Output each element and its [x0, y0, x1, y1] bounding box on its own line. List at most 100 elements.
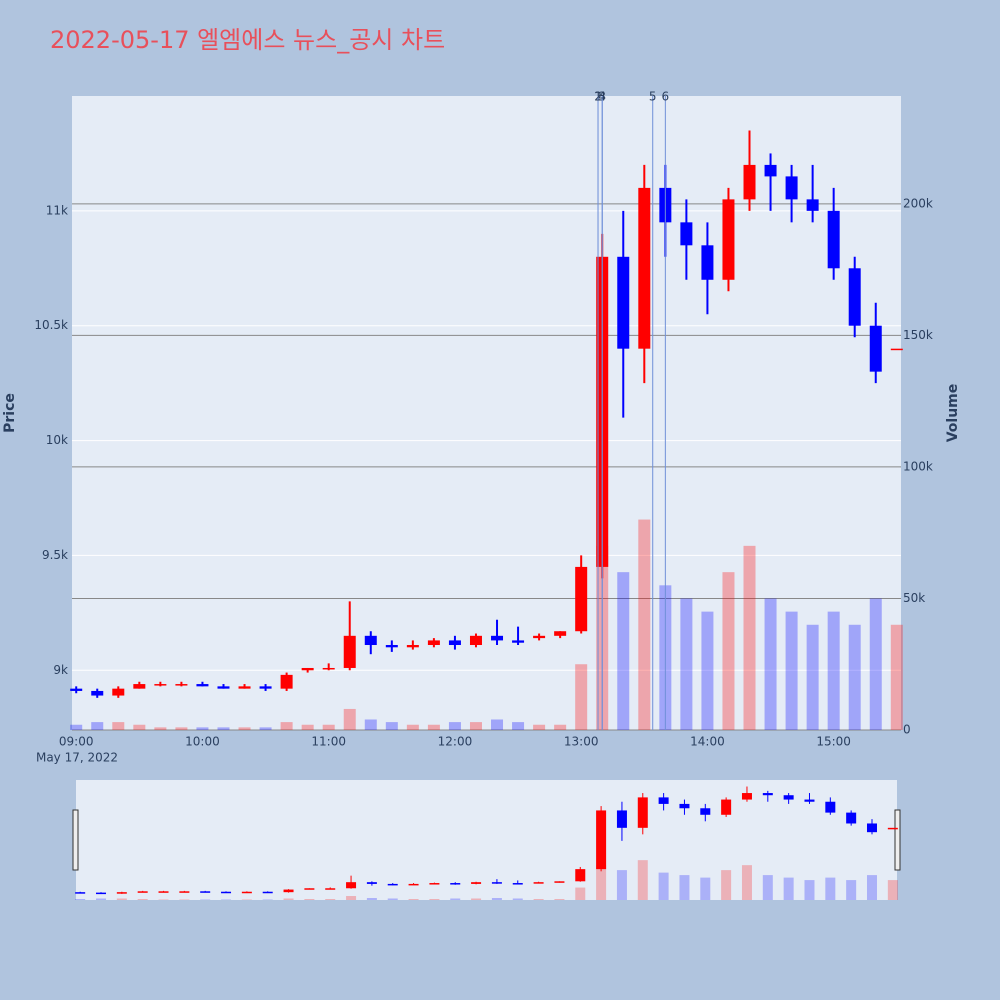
volume-bar [448, 722, 461, 730]
volume-bar [259, 727, 272, 730]
volume-bar [301, 724, 314, 730]
volume-bar [364, 719, 377, 730]
range-slider[interactable] [76, 780, 897, 900]
y2-tick-label: 200k [903, 196, 933, 210]
candle-body [637, 797, 648, 828]
candle-body [804, 799, 815, 802]
volume-bar [533, 724, 546, 730]
news-label: 4 [598, 90, 606, 104]
volume-bar [785, 611, 798, 730]
volume-bar [554, 724, 567, 730]
volume-bar [783, 877, 794, 900]
candle-body [154, 684, 167, 686]
candle-body [70, 688, 83, 691]
volume-bar [743, 545, 756, 730]
volume-bar [450, 898, 461, 900]
y2-tick-label: 50k [903, 591, 925, 605]
candle-body [217, 686, 230, 689]
candle-body [91, 690, 104, 696]
candle-body [616, 810, 627, 828]
candle-body [764, 164, 777, 177]
volume-bar [887, 880, 898, 900]
candle-body [721, 799, 732, 815]
volume-bar [280, 722, 293, 730]
x-tick-label: 09:00 [59, 735, 94, 749]
candle-body [848, 268, 861, 326]
candle-body [429, 883, 440, 885]
candle-body [427, 640, 440, 646]
candle-body [679, 803, 690, 809]
candle-body [112, 688, 125, 696]
volume-bar [304, 899, 315, 900]
candle-body [158, 891, 169, 893]
candle-body [658, 797, 669, 804]
volume-bar [701, 611, 714, 730]
candle-body [783, 795, 794, 800]
volume-bar [175, 727, 188, 730]
volume-bar [806, 624, 819, 730]
volume-bar [679, 875, 690, 900]
volume-bar [512, 898, 523, 900]
candle-body [743, 164, 756, 200]
volume-bar [533, 899, 544, 900]
candle-body [241, 891, 252, 894]
candle-body [259, 686, 272, 689]
candle-body [304, 888, 315, 890]
volume-bar [638, 519, 651, 730]
y-axis-title: Price [2, 393, 18, 433]
candle-body [448, 640, 461, 646]
candle-body [596, 810, 607, 870]
volume-bar [387, 898, 398, 900]
volume-bar [322, 724, 335, 730]
candle-body [575, 566, 588, 632]
volume-bar [596, 865, 607, 900]
volume-bar [491, 719, 504, 730]
candle-body [762, 793, 773, 796]
volume-bar [722, 572, 735, 730]
range-handle[interactable] [72, 809, 79, 871]
volume-bar [346, 896, 357, 900]
candle-body [322, 667, 335, 670]
candle-body [343, 635, 356, 668]
candle-body [200, 891, 211, 893]
candle-body [533, 882, 544, 884]
candle-body [722, 199, 735, 280]
x-tick-label: 14:00 [690, 735, 725, 749]
candle-body [512, 883, 523, 885]
candle-body [741, 793, 752, 800]
volume-bar [427, 724, 440, 730]
candle-body [133, 684, 146, 689]
x-tick-label: 15:00 [816, 735, 851, 749]
volume-bar [112, 722, 125, 730]
volume-bar [116, 898, 127, 900]
candle-body [387, 883, 398, 886]
volume-bar [700, 877, 711, 900]
y2-tick-label: 0 [903, 723, 911, 737]
candle-body [408, 883, 419, 886]
candle-body [301, 667, 314, 671]
candle-body [869, 325, 882, 372]
volume-bar [762, 875, 773, 900]
volume-bar [406, 724, 419, 730]
volume-bar [408, 899, 419, 900]
candle-body [638, 187, 651, 349]
volume-bar [75, 899, 86, 900]
candle-body [866, 823, 877, 833]
candle-body [116, 892, 127, 894]
volume-bar [890, 624, 903, 730]
volume-bar [283, 898, 294, 900]
candle-body [175, 684, 188, 686]
y2-axis-title: Volume [945, 384, 961, 443]
volume-bar [827, 611, 840, 730]
candle-body [533, 635, 546, 639]
range-handle[interactable] [894, 809, 901, 871]
candle-body [366, 882, 377, 884]
x-tick-label: 12:00 [438, 735, 473, 749]
x-tick-label: 11:00 [311, 735, 346, 749]
candle-body [221, 891, 232, 894]
candle-body [325, 888, 336, 890]
candle-body [75, 892, 86, 894]
volume-bar [617, 572, 630, 730]
